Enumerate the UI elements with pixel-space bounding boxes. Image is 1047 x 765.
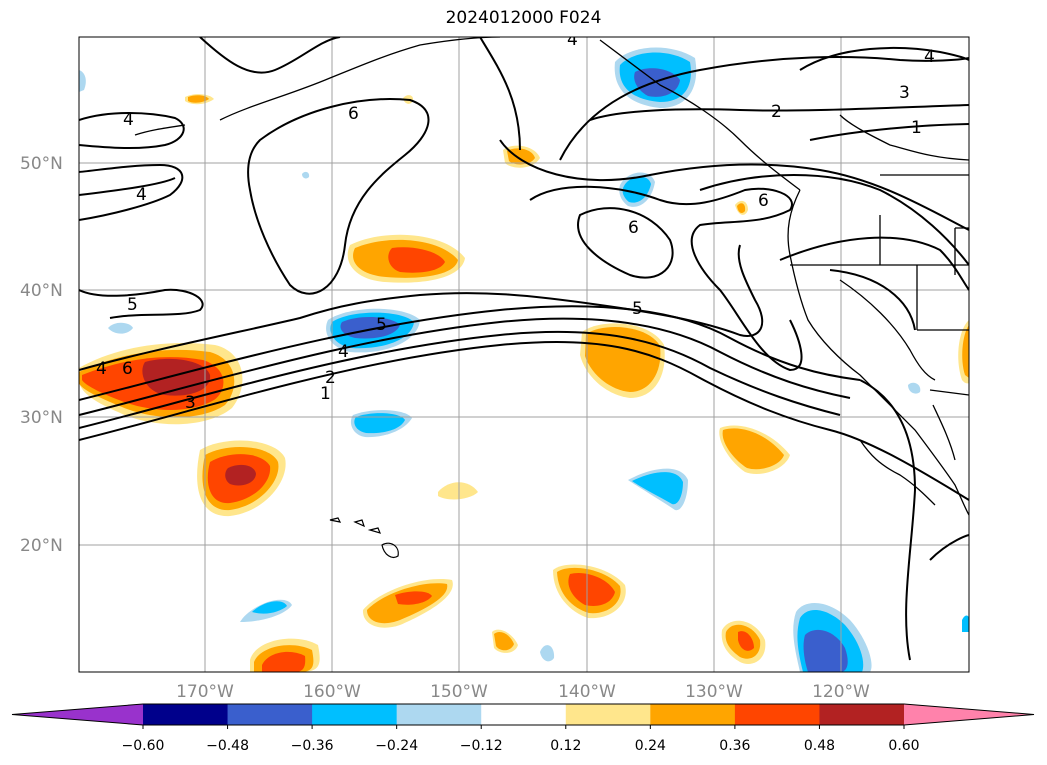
colorbar-extend-high [904,704,1034,725]
colorbar-segment [396,704,482,725]
contour-lines [79,37,969,661]
contour-label: 4 [924,47,935,67]
colorbar-tick-label: −0.36 [291,738,334,754]
contour-label: 2 [325,368,336,388]
colorbar-tick-label: 0.12 [550,738,581,754]
lon-label-130w: 130°W [685,682,743,702]
contour-label: 6 [122,359,133,379]
contour-label: 4 [96,359,107,379]
colorbar-segment [227,704,313,725]
shaded-anomalies [79,47,969,672]
lat-label-40n: 40°N [20,281,63,301]
colorbar-tick-label: 0.36 [719,738,750,754]
colorbar-segment [650,704,736,725]
contour-label: 6 [758,191,769,211]
hawaii-islands [329,517,399,558]
map-title: 2024012000 F024 [445,8,602,28]
contour-label: 4 [567,30,578,50]
colorbar-tick-label: 0.48 [804,738,835,754]
lon-label-140w: 140°W [558,682,616,702]
colorbar-extend-low [12,704,143,725]
longitude-labels: 170°W 160°W 150°W 140°W 130°W 120°W [176,682,870,702]
colorbar-segment [734,704,820,725]
lon-label-170w: 170°W [176,682,234,702]
colorbar-segment [481,704,567,725]
contour-label: 3 [185,393,196,413]
lon-label-150w: 150°W [430,682,488,702]
contour-label: 1 [320,384,331,404]
contour-label: 5 [376,315,387,335]
latitude-labels: 50°N 40°N 30°N 20°N [20,154,63,556]
contour-label: 2 [771,102,782,122]
contour-label: 6 [348,104,359,124]
lat-label-20n: 20°N [20,536,63,556]
contour-label: 4 [136,185,147,205]
colorbar-segment [565,704,651,725]
lat-label-30n: 30°N [20,408,63,428]
contour-label: 5 [632,299,643,319]
coastlines [134,37,969,516]
colorbar: −0.60 −0.48 −0.36 −0.24 −0.12 0.12 0.24 0.36 0.4… [11,703,1035,754]
colorbar-segment [143,704,229,725]
contour-label: 4 [338,342,349,362]
lon-label-160w: 160°W [303,682,361,702]
colorbar-tick-label: −0.12 [460,738,503,754]
map-frame [78,36,970,673]
colorbar-segment [819,704,905,725]
lon-label-120w: 120°W [812,682,870,702]
colorbar-tick-label: 0.60 [888,738,919,754]
colorbar-tick-label: −0.60 [122,738,165,754]
contour-label: 5 [127,295,138,315]
colorbar-tick-label: −0.24 [375,738,418,754]
colorbar-tick-label: 0.24 [635,738,666,754]
lat-label-50n: 50°N [20,154,63,174]
contour-label: 6 [628,218,639,238]
colorbar-segment [312,704,398,725]
contour-labels: 4 4 4 6 4 2 3 1 4 6 6 5 5 4 6 2 3 1 5 [96,30,935,413]
contour-label: 4 [123,110,134,130]
contour-label: 1 [911,118,922,138]
colorbar-tick-label: −0.48 [206,738,249,754]
graticule [79,37,969,672]
contour-label: 3 [899,83,910,103]
